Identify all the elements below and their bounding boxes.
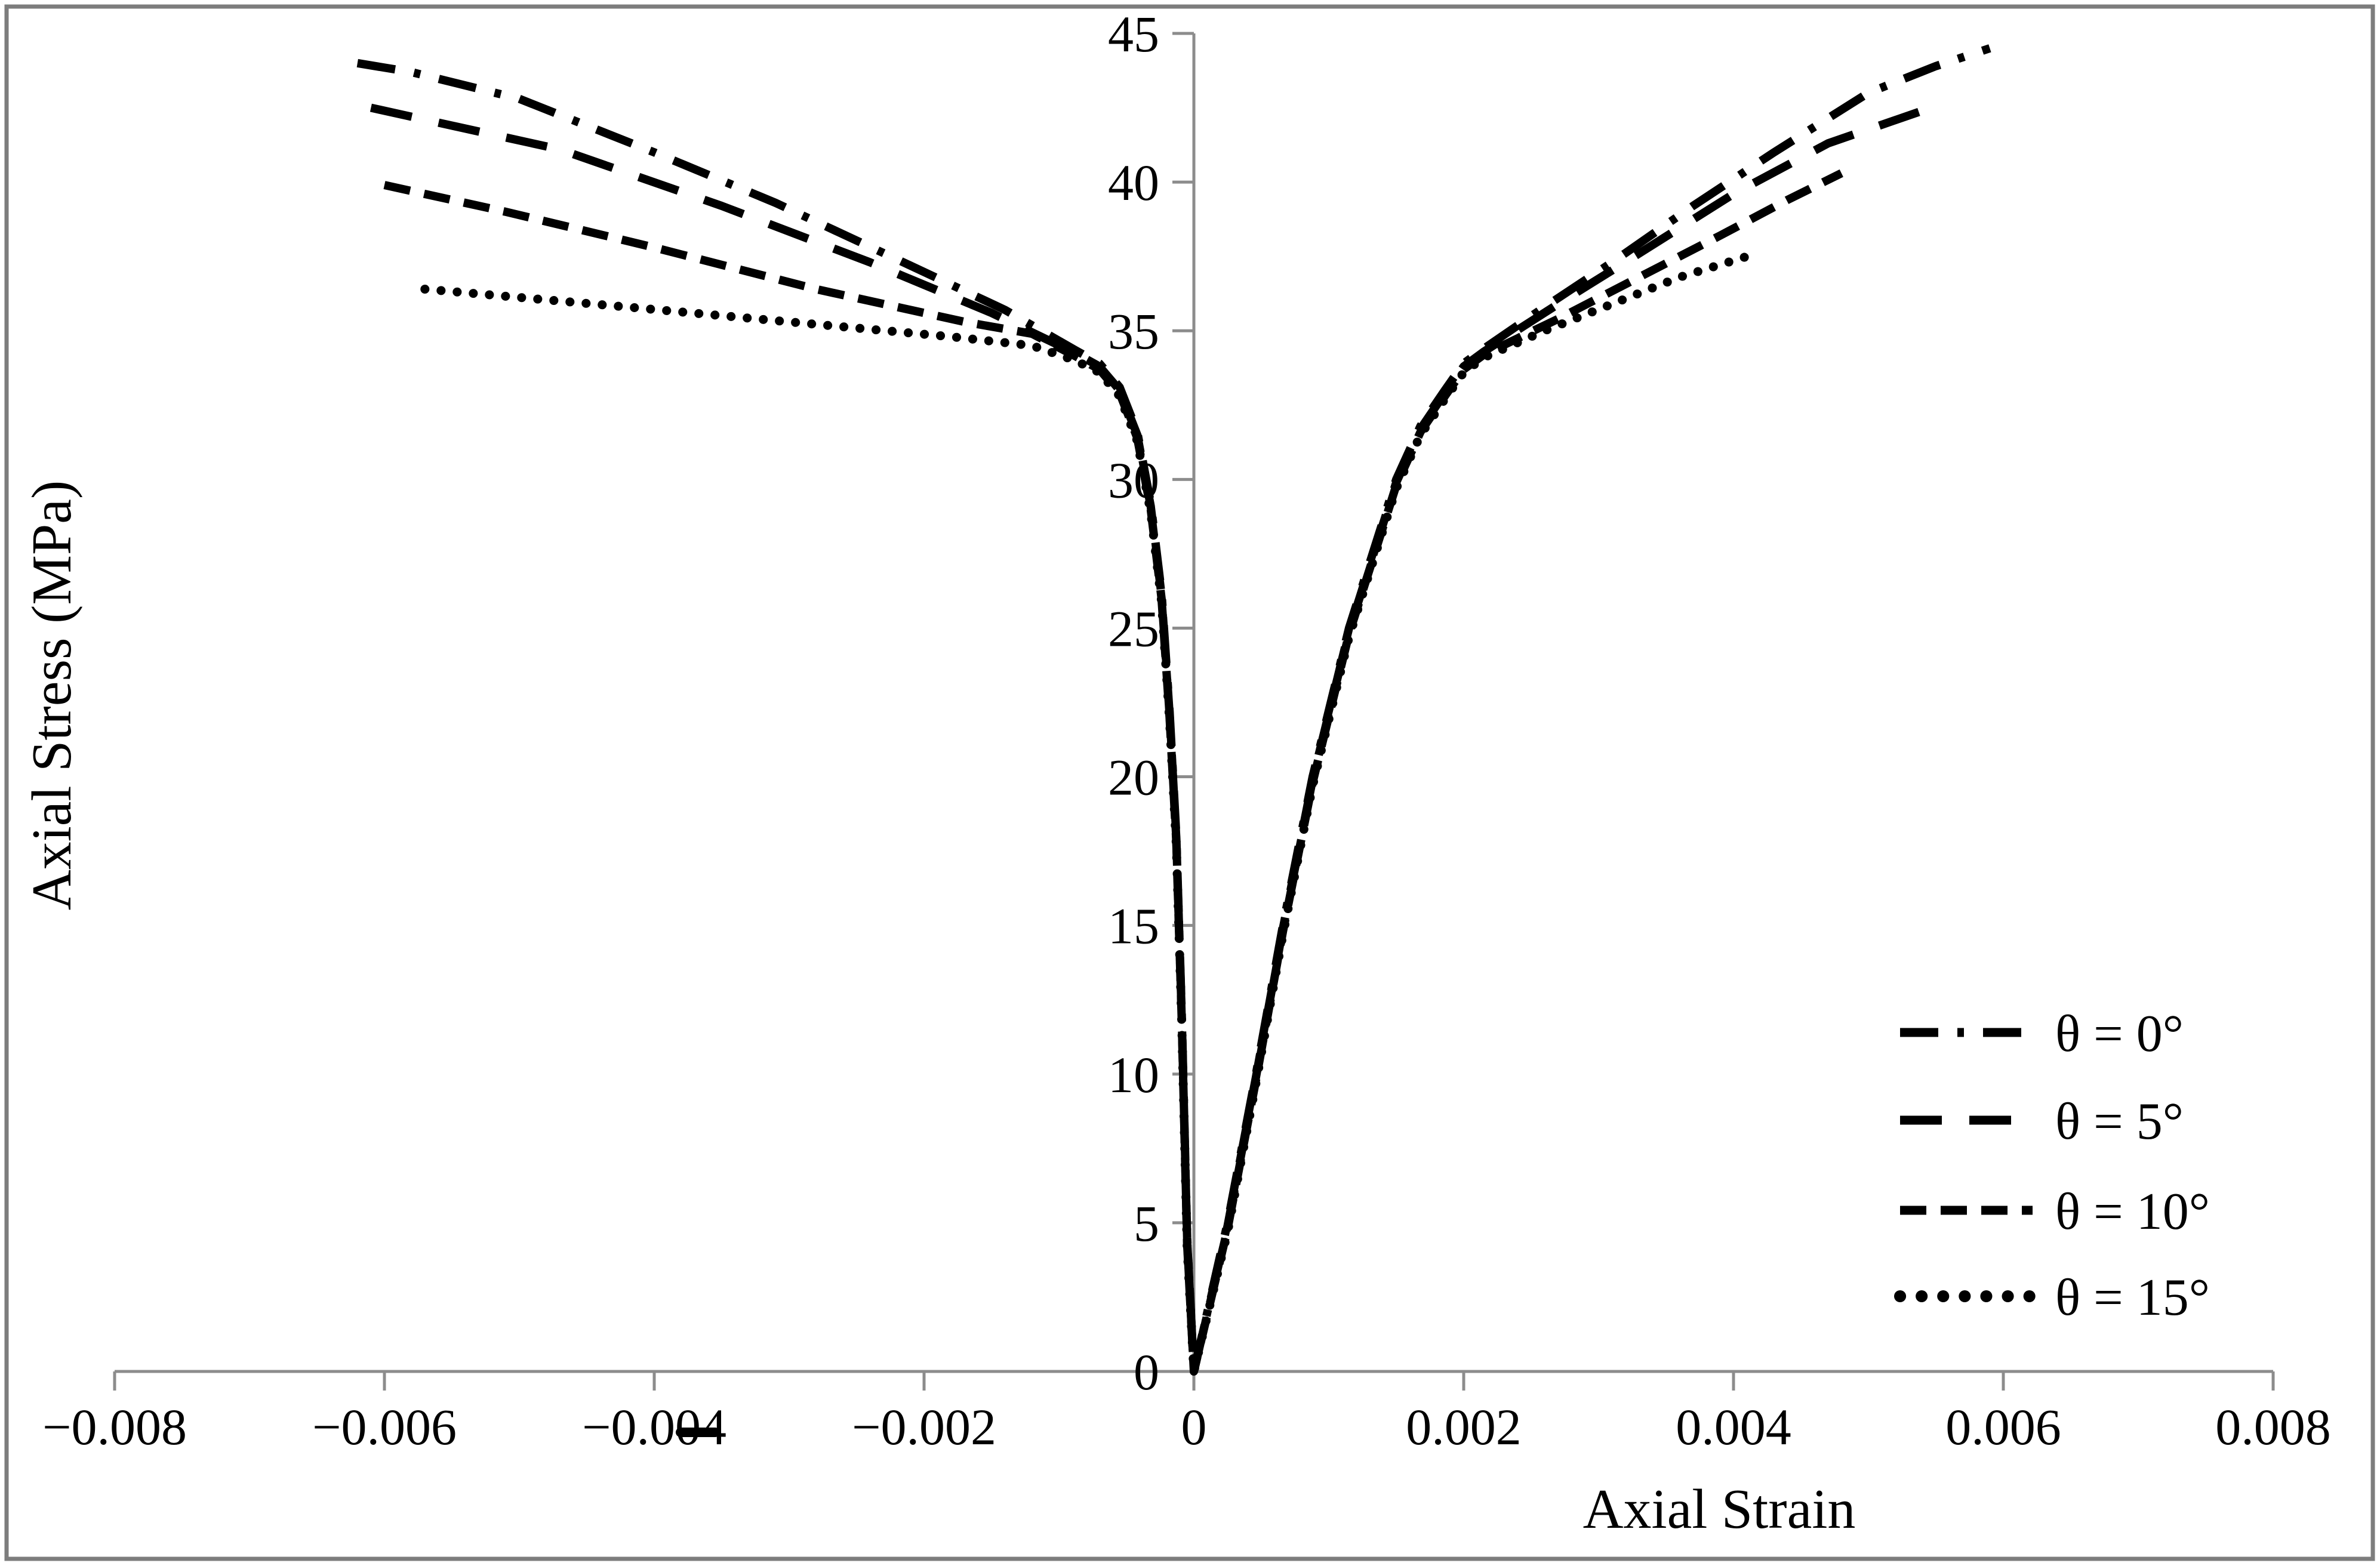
y-tick-label: 15 xyxy=(1108,898,1159,955)
x-tick-label: −0.002 xyxy=(852,1398,996,1456)
stray-dash-mark xyxy=(676,1428,720,1437)
x-tick-label: −0.006 xyxy=(312,1398,457,1456)
data-series xyxy=(356,44,1991,1376)
x-tick-label: 0.006 xyxy=(1945,1398,2061,1456)
series-curve-2 xyxy=(383,169,1843,1376)
legend: θ = 0° θ = 5° θ = 10° θ = 15° xyxy=(1894,1005,2210,1327)
legend-label-1: θ = 5° xyxy=(2055,1093,2184,1151)
y-tick-label: 35 xyxy=(1108,303,1159,360)
series-curve-1 xyxy=(370,103,1924,1376)
y-tick-label: 40 xyxy=(1108,154,1159,211)
y-tick-label: 5 xyxy=(1134,1195,1159,1252)
legend-label-2: θ = 10° xyxy=(2055,1183,2210,1241)
y-axis-title: Axial Stress (MPa) xyxy=(21,480,83,911)
axes xyxy=(115,33,2273,1373)
x-tick-label: 0.008 xyxy=(2215,1398,2331,1456)
x-tick-label: −0.004 xyxy=(582,1398,726,1456)
x-tick-label: 0 xyxy=(1181,1398,1207,1456)
y-tick-label: 25 xyxy=(1108,600,1159,657)
x-tick-label: −0.008 xyxy=(42,1398,187,1456)
series-curve-0 xyxy=(356,44,1991,1376)
y-tick-label: 20 xyxy=(1108,749,1159,806)
y-tick-label: 45 xyxy=(1108,5,1159,63)
x-tick-labels: −0.008 −0.006 −0.004 −0.002 0 0.002 0.004 0.006… xyxy=(42,1398,2331,1456)
y-tick-label: 10 xyxy=(1108,1046,1159,1103)
y-tick-label: 0 xyxy=(1134,1343,1159,1401)
legend-label-3: θ = 15° xyxy=(2055,1269,2210,1327)
stray-dash-artifact xyxy=(676,1428,720,1437)
series-curve-3 xyxy=(420,252,1752,1376)
x-tick-label: 0.002 xyxy=(1406,1398,1522,1456)
x-axis-ticks xyxy=(113,1371,2275,1391)
x-axis-title: Axial Strain xyxy=(1583,1478,1856,1540)
x-tick-label: 0.004 xyxy=(1676,1398,1791,1456)
figure-frame xyxy=(4,4,2375,1561)
legend-label-0: θ = 0° xyxy=(2055,1005,2184,1063)
